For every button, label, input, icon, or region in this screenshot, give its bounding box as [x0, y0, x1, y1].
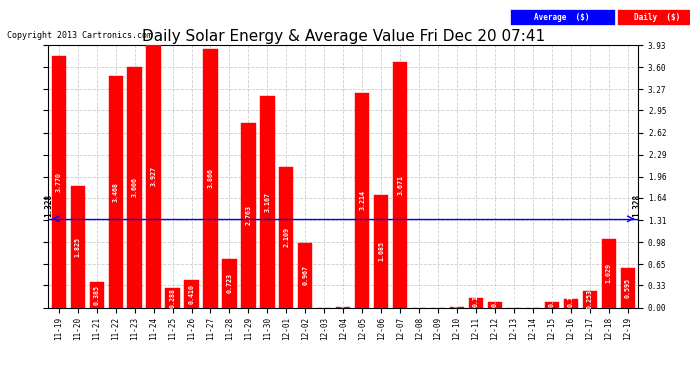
Text: 0.000: 0.000 — [416, 287, 422, 307]
Text: 0.081: 0.081 — [492, 287, 498, 307]
Bar — [602, 239, 616, 308]
Bar — [166, 288, 179, 308]
Bar — [336, 307, 351, 308]
Bar — [510, 9, 615, 25]
Text: Copyright 2013 Cartronics.com: Copyright 2013 Cartronics.com — [7, 31, 152, 40]
Text: 1.328: 1.328 — [633, 194, 642, 217]
Bar — [52, 56, 66, 308]
Bar — [545, 302, 559, 307]
Bar — [260, 96, 275, 308]
Text: 3.671: 3.671 — [397, 175, 403, 195]
Bar — [355, 93, 369, 308]
Text: 3.167: 3.167 — [264, 192, 270, 212]
Text: 0.000: 0.000 — [322, 287, 327, 307]
Text: 1.685: 1.685 — [378, 241, 384, 261]
Bar — [241, 123, 255, 308]
Text: 2.763: 2.763 — [246, 205, 251, 225]
Text: 2.109: 2.109 — [284, 227, 289, 247]
Text: 0.385: 0.385 — [94, 285, 99, 304]
Text: 0.011: 0.011 — [340, 287, 346, 307]
Bar — [298, 243, 313, 308]
Text: 1.825: 1.825 — [75, 237, 81, 256]
Bar — [184, 280, 199, 308]
Bar — [70, 186, 85, 308]
Text: 3.606: 3.606 — [132, 177, 137, 197]
Bar — [469, 298, 483, 307]
Text: Average  ($): Average ($) — [534, 12, 590, 21]
Text: 0.410: 0.410 — [188, 284, 195, 304]
Text: 0.253: 0.253 — [587, 289, 593, 309]
Text: 0.595: 0.595 — [625, 278, 631, 298]
Text: 3.214: 3.214 — [359, 190, 365, 210]
Bar — [108, 76, 123, 307]
Text: 0.125: 0.125 — [568, 287, 574, 307]
Bar — [393, 62, 407, 308]
Text: 0.141: 0.141 — [473, 287, 479, 307]
Text: 0.084: 0.084 — [549, 287, 555, 307]
Text: Daily  ($): Daily ($) — [634, 12, 680, 21]
Bar — [488, 302, 502, 307]
Text: 3.770: 3.770 — [56, 172, 61, 192]
Bar — [583, 291, 597, 308]
Bar — [128, 67, 141, 308]
Bar — [146, 45, 161, 308]
Bar — [621, 268, 635, 308]
Text: 0.000: 0.000 — [511, 287, 517, 307]
Text: 1.328: 1.328 — [44, 194, 53, 217]
Text: 0.014: 0.014 — [454, 287, 460, 307]
Bar — [450, 307, 464, 308]
Bar — [222, 259, 237, 308]
Text: 3.866: 3.866 — [208, 168, 213, 188]
Title: Daily Solar Energy & Average Value Fri Dec 20 07:41: Daily Solar Energy & Average Value Fri D… — [141, 29, 545, 44]
Bar — [617, 9, 690, 25]
Text: 0.000: 0.000 — [530, 287, 536, 307]
Text: 0.000: 0.000 — [435, 287, 441, 307]
Bar — [90, 282, 104, 308]
Text: 1.029: 1.029 — [606, 263, 612, 283]
Text: 0.723: 0.723 — [226, 273, 233, 293]
Bar — [279, 166, 293, 308]
Text: 3.927: 3.927 — [150, 166, 157, 186]
Text: 0.967: 0.967 — [302, 265, 308, 285]
Text: 0.288: 0.288 — [170, 288, 175, 308]
Text: 3.468: 3.468 — [112, 182, 119, 202]
Bar — [564, 299, 578, 307]
Bar — [374, 195, 388, 308]
Bar — [204, 49, 217, 308]
